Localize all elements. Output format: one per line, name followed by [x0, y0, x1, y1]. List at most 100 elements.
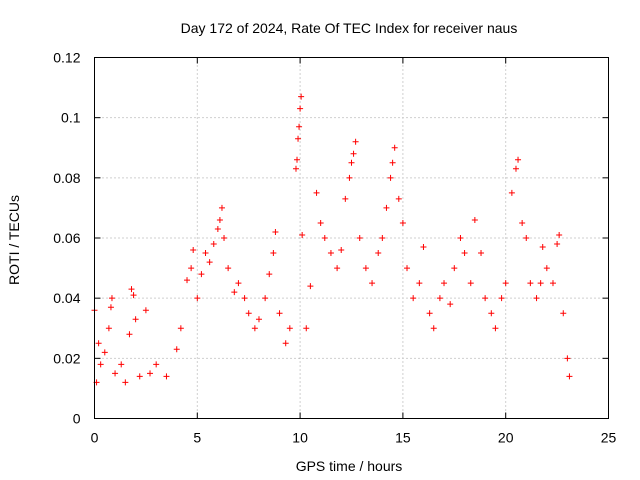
y-tick-labels: 0 0.02 0.04 0.06 0.08 0.1 0.12: [53, 50, 80, 427]
data-point: [95, 340, 102, 347]
data-point: [295, 135, 302, 142]
y-axis-label: ROTI / TECUs: [6, 195, 22, 285]
data-point: [303, 325, 310, 332]
data-point: [436, 295, 443, 302]
data-point: [502, 280, 509, 287]
y-tick-label: 0.02: [53, 350, 80, 366]
data-point: [488, 310, 495, 317]
data-point: [190, 247, 197, 254]
data-point: [235, 280, 242, 287]
data-point: [210, 241, 217, 248]
data-point: [471, 216, 478, 223]
x-tick-label: 10: [292, 430, 308, 446]
data-marks: [91, 93, 573, 386]
data-point: [508, 189, 515, 196]
data-point: [147, 370, 154, 377]
data-point: [173, 346, 180, 353]
data-point: [188, 265, 195, 272]
data-point: [321, 235, 328, 241]
x-tick-label: 5: [193, 430, 201, 446]
data-point: [132, 316, 139, 323]
data-point: [198, 271, 205, 278]
data-point: [251, 325, 258, 332]
data-point: [262, 295, 269, 302]
data-point: [387, 174, 394, 181]
data-point: [101, 349, 108, 356]
data-point: [292, 165, 299, 172]
data-point: [118, 361, 125, 368]
data-point: [430, 325, 437, 332]
data-point: [214, 225, 221, 232]
y-tick-label: 0: [73, 411, 81, 427]
x-tick-label: 25: [601, 430, 617, 446]
data-point: [560, 310, 567, 317]
data-point: [299, 231, 306, 238]
chart-title: Day 172 of 2024, Rate Of TEC Index for r…: [181, 20, 518, 36]
data-point: [375, 250, 382, 257]
y-tick-label: 0.04: [53, 290, 80, 306]
data-point: [296, 123, 303, 130]
data-point: [391, 144, 398, 151]
data-point: [369, 280, 376, 287]
data-point: [352, 138, 359, 145]
data-point: [105, 325, 112, 332]
data-point: [206, 259, 213, 266]
data-point: [163, 373, 170, 380]
data-point: [136, 373, 143, 380]
data-point: [298, 93, 305, 100]
data-point: [245, 310, 252, 317]
data-point: [492, 325, 499, 332]
data-point: [566, 373, 573, 380]
data-point: [482, 295, 489, 302]
data-point: [549, 280, 556, 287]
data-point: [350, 150, 357, 157]
x-tick-labels: 0 5 10 15 20 25: [91, 430, 617, 446]
data-point: [515, 156, 522, 163]
data-point: [218, 204, 225, 211]
data-point: [410, 295, 417, 302]
data-point: [441, 280, 448, 287]
data-point: [457, 235, 464, 241]
data-point: [348, 159, 355, 166]
data-point: [342, 195, 349, 202]
data-point: [383, 204, 390, 211]
data-point: [346, 174, 353, 181]
data-point: [539, 244, 546, 251]
data-point: [142, 307, 149, 314]
data-point: [184, 277, 191, 284]
data-point: [266, 271, 273, 278]
data-point: [255, 316, 262, 323]
data-point: [97, 361, 104, 368]
axis-ticks: [94, 57, 609, 419]
data-point: [307, 283, 314, 290]
data-point: [276, 310, 283, 317]
data-point: [564, 355, 571, 362]
data-point: [498, 295, 505, 302]
x-tick-label: 20: [498, 430, 514, 446]
data-point: [556, 231, 563, 238]
data-point: [202, 250, 209, 257]
data-point: [297, 105, 304, 112]
data-point: [537, 280, 544, 287]
data-point: [379, 235, 386, 241]
data-point: [533, 295, 540, 302]
data-point: [527, 280, 534, 287]
data-point: [128, 286, 135, 293]
x-tick-label: 15: [395, 430, 411, 446]
data-point: [519, 219, 526, 226]
data-point: [389, 159, 396, 166]
grid: [94, 57, 609, 419]
data-point: [270, 250, 277, 257]
data-point: [399, 219, 406, 226]
y-tick-label: 0.08: [53, 170, 80, 186]
data-point: [395, 195, 402, 202]
data-point: [362, 265, 369, 272]
data-point: [426, 310, 433, 317]
data-point: [416, 280, 423, 287]
data-point: [543, 265, 550, 272]
data-point: [231, 289, 238, 296]
data-point: [282, 340, 289, 347]
x-axis-label: GPS time / hours: [296, 458, 403, 474]
data-point: [356, 235, 363, 241]
data-point: [177, 325, 184, 332]
